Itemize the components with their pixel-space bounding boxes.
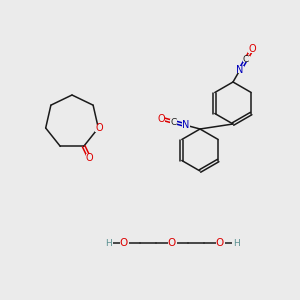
Bar (236, 66, 244, 74)
Bar (86, 154, 94, 161)
Text: C: C (171, 118, 177, 127)
Text: O: O (86, 153, 94, 163)
Text: O: O (95, 123, 103, 133)
Bar (182, 122, 190, 129)
Text: H: H (105, 238, 111, 247)
Text: O: O (120, 238, 128, 248)
Text: C: C (243, 55, 249, 64)
Bar (167, 239, 176, 247)
Bar (242, 56, 250, 62)
Bar (232, 239, 241, 247)
Bar (119, 239, 128, 247)
Text: O: O (168, 238, 176, 248)
Bar (215, 239, 224, 247)
Bar (158, 115, 165, 122)
Bar (103, 239, 112, 247)
Text: O: O (158, 114, 165, 124)
Text: N: N (182, 120, 189, 130)
Bar (248, 46, 256, 52)
Bar (170, 119, 177, 125)
Text: O: O (248, 44, 256, 54)
Bar (95, 124, 103, 131)
Text: O: O (216, 238, 224, 248)
Text: H: H (232, 238, 239, 247)
Text: N: N (236, 65, 244, 75)
